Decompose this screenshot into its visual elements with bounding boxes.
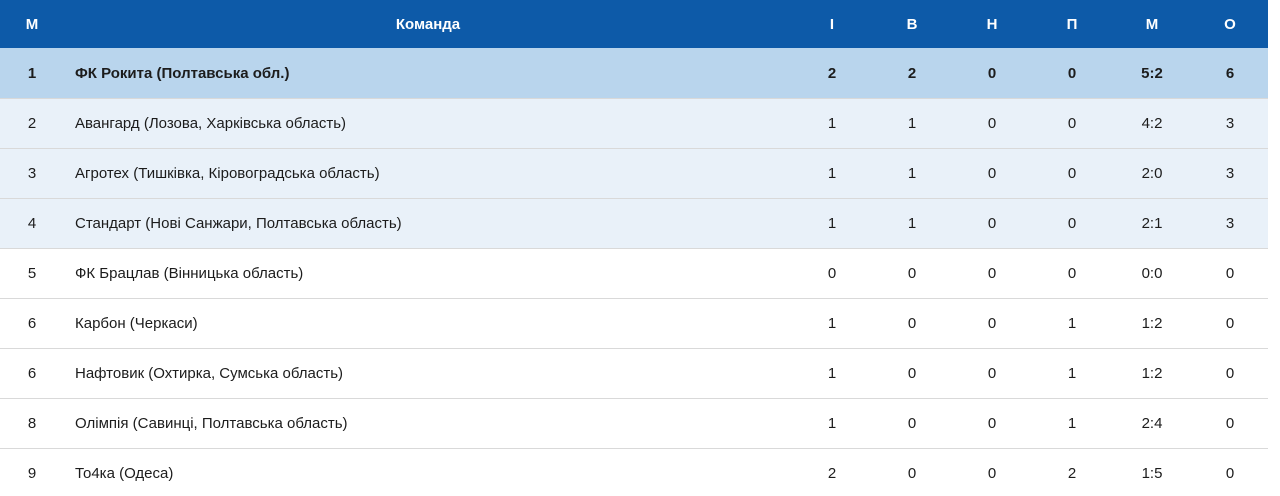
table-row: 4 Стандарт (Нові Санжари, Полтавська обла… — [0, 198, 1268, 248]
wins-cell: 0 — [907, 315, 917, 332]
wins-cell: 1 — [907, 215, 917, 232]
header-cell-wins: В — [906, 15, 918, 33]
draws-cell: 0 — [987, 465, 997, 482]
goals-cell: 1:5 — [1141, 465, 1163, 482]
losses-cell: 0 — [1067, 115, 1077, 132]
team-cell: ФК Рокита (Полтавська обл.) — [75, 64, 290, 82]
points-cell: 0 — [1225, 315, 1235, 332]
played-cell: 1 — [827, 165, 837, 182]
losses-cell: 0 — [1067, 165, 1077, 182]
points-cell: 0 — [1225, 415, 1235, 432]
place-cell: 6 — [27, 315, 37, 332]
draws-cell: 0 — [987, 64, 997, 82]
header-cell-draws: Н — [986, 15, 998, 33]
table-header-row: М Команда І В Н П М О — [0, 0, 1268, 48]
played-cell: 2 — [827, 64, 837, 82]
table-row: 6 Карбон (Черкаси) 1 0 0 1 1:2 0 — [0, 298, 1268, 348]
losses-cell: 1 — [1067, 365, 1077, 382]
table-row: 5 ФК Брацлав (Вінницька область) 0 0 0 0 0:0 0 — [0, 248, 1268, 298]
header-cell-losses: П — [1066, 15, 1078, 33]
team-cell: Карбон (Черкаси) — [75, 315, 198, 332]
table-row: 3 Агротех (Тишківка, Кіровоградська облас… — [0, 148, 1268, 198]
wins-cell: 0 — [907, 365, 917, 382]
table-row: 1 ФК Рокита (Полтавська обл.) 2 2 0 0 5:2 6 — [0, 48, 1268, 98]
points-cell: 6 — [1225, 64, 1235, 82]
team-cell: Агротех (Тишківка, Кіровоградська област… — [75, 165, 380, 182]
played-cell: 1 — [827, 415, 837, 432]
points-cell: 0 — [1225, 365, 1235, 382]
place-cell: 1 — [27, 64, 37, 82]
table-row: 9 То4ка (Одеса) 2 0 0 2 1:5 0 — [0, 448, 1268, 496]
place-cell: 8 — [27, 415, 37, 432]
draws-cell: 0 — [987, 265, 997, 282]
draws-cell: 0 — [987, 415, 997, 432]
played-cell: 0 — [827, 265, 837, 282]
losses-cell: 1 — [1067, 315, 1077, 332]
place-cell: 3 — [27, 165, 37, 182]
header-cell-place: М — [25, 15, 39, 33]
wins-cell: 1 — [907, 165, 917, 182]
points-cell: 0 — [1225, 265, 1235, 282]
header-cell-team: Команда — [395, 15, 461, 33]
place-cell: 4 — [27, 215, 37, 232]
draws-cell: 0 — [987, 165, 997, 182]
played-cell: 2 — [827, 465, 837, 482]
draws-cell: 0 — [987, 115, 997, 132]
points-cell: 3 — [1225, 215, 1235, 232]
points-cell: 0 — [1225, 465, 1235, 482]
goals-cell: 2:4 — [1141, 415, 1163, 432]
draws-cell: 0 — [987, 365, 997, 382]
place-cell: 6 — [27, 365, 37, 382]
header-cell-played: І — [829, 15, 835, 33]
goals-cell: 2:1 — [1141, 215, 1163, 232]
points-cell: 3 — [1225, 115, 1235, 132]
played-cell: 1 — [827, 115, 837, 132]
team-cell: То4ка (Одеса) — [75, 465, 174, 482]
place-cell: 5 — [27, 265, 37, 282]
goals-cell: 5:2 — [1141, 64, 1163, 82]
points-cell: 3 — [1225, 165, 1235, 182]
place-cell: 9 — [27, 465, 37, 482]
losses-cell: 0 — [1067, 265, 1077, 282]
header-cell-points: О — [1224, 15, 1236, 33]
losses-cell: 1 — [1067, 415, 1077, 432]
played-cell: 1 — [827, 215, 837, 232]
wins-cell: 0 — [907, 415, 917, 432]
team-cell: Нафтовик (Охтирка, Сумська область) — [75, 365, 344, 382]
goals-cell: 4:2 — [1141, 115, 1163, 132]
table-body: 1 ФК Рокита (Полтавська обл.) 2 2 0 0 5:2 6 2 Ава… — [0, 48, 1268, 496]
team-cell: Авангард (Лозова, Харківська область) — [75, 115, 347, 132]
table-row: 6 Нафтовик (Охтирка, Сумська область) 1 0 0 1… — [0, 348, 1268, 398]
table-row: 8 Олімпія (Савинці, Полтавська область) 1 0… — [0, 398, 1268, 448]
draws-cell: 0 — [987, 215, 997, 232]
header-cell-goals: М — [1145, 15, 1159, 33]
table-row: 2 Авангард (Лозова, Харківська область) 1 1… — [0, 98, 1268, 148]
played-cell: 1 — [827, 315, 837, 332]
losses-cell: 0 — [1067, 215, 1077, 232]
wins-cell: 0 — [907, 265, 917, 282]
goals-cell: 2:0 — [1141, 165, 1163, 182]
played-cell: 1 — [827, 365, 837, 382]
team-cell: ФК Брацлав (Вінницька область) — [75, 265, 304, 282]
team-cell: Олімпія (Савинці, Полтавська область) — [75, 415, 348, 432]
team-cell: Стандарт (Нові Санжари, Полтавська облас… — [75, 215, 402, 232]
draws-cell: 0 — [987, 315, 997, 332]
goals-cell: 0:0 — [1141, 265, 1163, 282]
losses-cell: 2 — [1067, 465, 1077, 482]
place-cell: 2 — [27, 115, 37, 132]
wins-cell: 0 — [907, 465, 917, 482]
wins-cell: 2 — [907, 64, 917, 82]
goals-cell: 1:2 — [1141, 315, 1163, 332]
losses-cell: 0 — [1067, 64, 1077, 82]
wins-cell: 1 — [907, 115, 917, 132]
goals-cell: 1:2 — [1141, 365, 1163, 382]
